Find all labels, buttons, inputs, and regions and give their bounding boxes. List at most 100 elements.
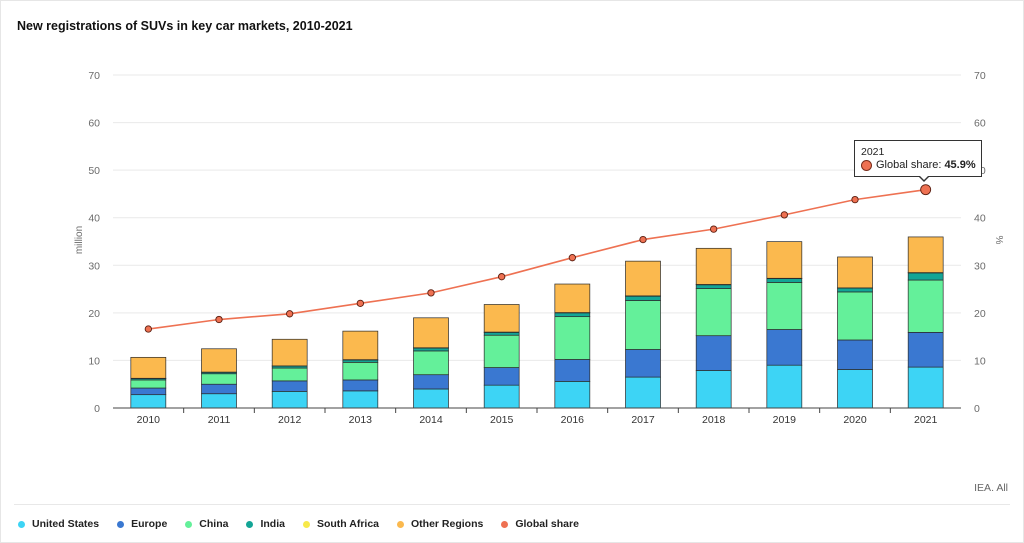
global-share-point-2012[interactable] [286, 310, 294, 318]
bar-europe-2018[interactable] [695, 335, 732, 371]
bar-china-2013[interactable] [342, 361, 379, 381]
bar-europe-2012[interactable] [271, 380, 308, 392]
bar-other-regions-2013[interactable] [342, 330, 379, 361]
tooltip-arrow-fill [919, 175, 929, 180]
bar-united-states-2014[interactable] [413, 388, 449, 409]
bar-other-regions-2012[interactable] [271, 338, 308, 367]
bar-europe-2019[interactable] [766, 329, 803, 366]
global-share-line [148, 188, 926, 330]
global-share-point-2015[interactable] [498, 273, 506, 281]
bar-europe-2011[interactable] [201, 383, 237, 395]
bar-china-2014[interactable] [413, 350, 449, 376]
global-share-point-2020[interactable] [851, 195, 859, 204]
bar-other-regions-2014[interactable] [413, 317, 449, 349]
y-tick-left: 40 [88, 213, 100, 225]
bar-other-regions-2015[interactable] [483, 304, 520, 333]
bar-united-states-2011[interactable] [201, 393, 237, 409]
bar-other-regions-2017[interactable] [625, 260, 661, 297]
bar-other-regions-2018[interactable] [695, 247, 732, 285]
bar-united-states-2013[interactable] [342, 390, 379, 409]
legend-label: Global share [515, 518, 579, 530]
legend-item-global-share[interactable]: Global share [501, 518, 579, 530]
bar-china-2016[interactable] [554, 316, 591, 360]
bar-united-states-2019[interactable] [766, 364, 803, 409]
bar-china-2020[interactable] [837, 291, 873, 341]
legend-dot-icon [397, 520, 404, 528]
bar-united-states-2016[interactable] [554, 381, 591, 409]
bar-europe-2017[interactable] [625, 349, 661, 378]
x-tick-label: 2011 [208, 414, 231, 426]
bar-china-2012[interactable] [271, 367, 308, 382]
x-tick-label: 2010 [137, 414, 161, 426]
bar-china-2015[interactable] [483, 334, 520, 368]
bar-europe-2010[interactable] [130, 387, 167, 396]
y-tick-left: 30 [88, 260, 100, 272]
global-share-point-2021[interactable] [920, 184, 932, 196]
bar-other-regions-2021[interactable] [907, 236, 944, 273]
legend-item-india[interactable]: India [246, 518, 285, 530]
legend-label: South Africa [316, 518, 379, 530]
legend-item-europe[interactable]: Europe [117, 518, 167, 530]
global-share-point-2014[interactable] [427, 289, 435, 297]
bar-india-2018[interactable] [695, 284, 732, 289]
bar-china-2018[interactable] [695, 288, 732, 337]
bar-other-regions-2010[interactable] [130, 356, 167, 379]
global-share-point-2019[interactable] [780, 211, 788, 219]
bar-india-2019[interactable] [766, 278, 803, 283]
legend-dot-icon [501, 520, 509, 528]
legend: United States Europe China India South Afric… [18, 518, 597, 530]
bar-europe-2015[interactable] [483, 367, 520, 386]
bar-europe-2020[interactable] [837, 339, 873, 370]
legend-label: China [199, 518, 229, 530]
legend-item-china[interactable]: China [185, 518, 228, 530]
y-tick-left: 70 [88, 70, 100, 82]
bar-china-2019[interactable] [766, 282, 803, 330]
bar-china-2010[interactable] [130, 379, 167, 389]
tooltip-marker-icon [861, 159, 872, 171]
x-tick-label: 2020 [843, 414, 867, 426]
bar-united-states-2020[interactable] [837, 369, 873, 409]
bar-europe-2021[interactable] [907, 332, 944, 368]
bar-india-2015[interactable] [483, 332, 520, 336]
x-tick-label: 2014 [419, 414, 443, 426]
global-share-point-2017[interactable] [639, 235, 647, 244]
legend-item-other-regions[interactable]: Other Regions [397, 518, 483, 530]
global-share-point-2018[interactable] [710, 225, 718, 233]
bar-other-regions-2016[interactable] [554, 283, 591, 313]
bar-europe-2014[interactable] [413, 374, 449, 390]
y-tick-right: 0 [974, 403, 980, 415]
bar-united-states-2018[interactable] [695, 370, 732, 409]
global-share-point-2013[interactable] [356, 299, 364, 307]
bar-china-2011[interactable] [201, 373, 237, 385]
bar-china-2017[interactable] [625, 300, 661, 350]
bar-united-states-2015[interactable] [483, 384, 520, 409]
bar-europe-2016[interactable] [554, 359, 591, 382]
global-share-point-2016[interactable] [568, 254, 576, 262]
bar-india-2020[interactable] [837, 287, 873, 293]
legend-item-united-states[interactable]: United States [18, 518, 99, 530]
y-axis-left-ticks: 0 10 20 30 40 50 60 70 [88, 70, 100, 415]
bar-china-2021[interactable] [907, 279, 944, 333]
bar-other-regions-2020[interactable] [837, 256, 873, 289]
bar-united-states-2017[interactable] [625, 376, 661, 409]
tooltip-row: Global share: 45.9% [861, 159, 976, 171]
bar-india-2014[interactable] [413, 347, 449, 352]
global-share-point-2011[interactable] [215, 315, 223, 324]
bar-india-2017[interactable] [625, 295, 661, 301]
bar-other-regions-2019[interactable] [766, 241, 803, 279]
global-share-point-2010[interactable] [144, 325, 152, 333]
legend-label: United States [32, 518, 100, 530]
bar-india-2021[interactable] [907, 272, 944, 281]
legend-item-south-africa[interactable]: South Africa [302, 518, 379, 530]
y-tick-right: 10 [974, 355, 986, 367]
bar-united-states-2012[interactable] [271, 391, 308, 409]
bar-other-regions-2011[interactable] [201, 348, 237, 373]
bar-india-2016[interactable] [554, 312, 591, 318]
bar-united-states-2010[interactable] [130, 394, 167, 409]
bar-united-states-2021[interactable] [907, 366, 944, 409]
bar-india-2013[interactable] [342, 359, 379, 363]
bar-europe-2013[interactable] [342, 379, 379, 392]
y-axis-left-title: million [74, 226, 85, 254]
